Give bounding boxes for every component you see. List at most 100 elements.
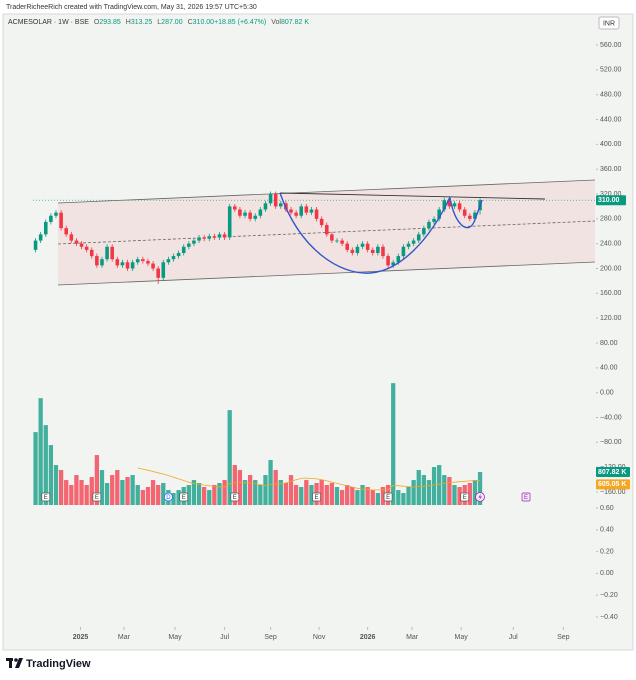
event-label: E bbox=[44, 495, 48, 501]
x-tick-label: May bbox=[455, 634, 469, 641]
candle-body bbox=[304, 206, 309, 213]
candle-body bbox=[146, 261, 150, 264]
candle-body bbox=[233, 206, 237, 210]
event-label: E bbox=[182, 495, 186, 501]
event-badge bbox=[230, 492, 240, 502]
candle-body bbox=[411, 240, 416, 244]
candle-body bbox=[253, 215, 258, 219]
candle-body bbox=[432, 218, 436, 222]
x-tick-label: Jul bbox=[220, 634, 229, 641]
volume-bar bbox=[207, 490, 212, 505]
x-tick-label: May bbox=[168, 634, 182, 641]
event-label: E bbox=[315, 495, 319, 501]
volume-bar bbox=[48, 445, 54, 505]
chart-frame bbox=[2, 13, 634, 651]
candle-body bbox=[43, 221, 48, 235]
x-tick-label: Nov bbox=[313, 634, 326, 641]
x-tick-label: Jul bbox=[509, 634, 518, 641]
volume-bar bbox=[258, 485, 263, 505]
candle-body bbox=[100, 259, 104, 266]
candle-body bbox=[427, 221, 431, 229]
candle-body bbox=[447, 200, 452, 207]
volume-bar bbox=[104, 483, 110, 505]
event-badge bbox=[460, 492, 470, 502]
brand-logo bbox=[6, 658, 23, 668]
candle-body bbox=[437, 209, 441, 219]
candle-body bbox=[115, 259, 120, 266]
y-tick-label: 560.00 bbox=[600, 42, 622, 49]
volume-bar bbox=[115, 470, 120, 505]
volume-bar bbox=[309, 485, 314, 505]
y-tick-label: −160.00 bbox=[600, 489, 626, 496]
volume-last-label: 807.82 K bbox=[598, 469, 626, 476]
handle-arc bbox=[449, 197, 483, 229]
candle-body bbox=[54, 212, 58, 216]
event-marker: E bbox=[312, 492, 321, 502]
candle-body bbox=[49, 215, 53, 222]
candle-body bbox=[238, 209, 242, 216]
volume-bar bbox=[406, 487, 411, 505]
event-badge bbox=[521, 492, 531, 502]
event-badge bbox=[383, 492, 393, 502]
event-badge bbox=[312, 492, 321, 502]
candle-body bbox=[156, 268, 160, 278]
candle-body bbox=[243, 212, 247, 216]
logo-slash bbox=[15, 658, 23, 668]
volume-bar bbox=[222, 480, 227, 505]
volume-bar bbox=[365, 487, 370, 505]
y-tick-label: 160.00 bbox=[600, 290, 622, 297]
candle-body bbox=[279, 203, 283, 207]
candle-body bbox=[340, 240, 344, 244]
candle-body bbox=[202, 237, 206, 239]
volume-bar bbox=[217, 483, 222, 505]
x-tick-label: Mar bbox=[118, 634, 131, 641]
volume-layer bbox=[33, 383, 483, 505]
volume-bar bbox=[232, 465, 237, 505]
volume-bar bbox=[421, 475, 426, 505]
volume-bar bbox=[411, 480, 416, 505]
volume-bar bbox=[140, 490, 145, 505]
candle-body bbox=[207, 236, 212, 239]
legend: ACMESOLAR · 1W · BSE O293.85 H313.25 L287.0… bbox=[8, 19, 309, 26]
candle-body bbox=[74, 240, 79, 244]
candle-body bbox=[381, 246, 385, 257]
candle-body bbox=[401, 246, 406, 257]
candle-body bbox=[125, 262, 130, 269]
candle-body bbox=[89, 249, 94, 257]
channel-lower bbox=[57, 261, 596, 286]
ma-last-box bbox=[596, 479, 630, 490]
volume-bar bbox=[156, 485, 161, 505]
volume-last-box bbox=[596, 467, 630, 478]
volume-bar bbox=[161, 483, 166, 505]
candle-body bbox=[462, 209, 467, 216]
candle-body bbox=[212, 236, 217, 238]
candle-body bbox=[468, 215, 472, 219]
event-label: E bbox=[524, 495, 528, 501]
volume-bar bbox=[69, 485, 74, 505]
y-tick-label: 520.00 bbox=[600, 67, 622, 74]
volume-ma-line bbox=[137, 467, 481, 491]
y-tick-label: 120.00 bbox=[600, 315, 622, 322]
candle-body bbox=[171, 256, 176, 260]
y-tick-label: 480.00 bbox=[600, 92, 622, 99]
candle-body bbox=[105, 246, 109, 260]
volume-bar bbox=[79, 480, 84, 505]
brand: TradingView bbox=[26, 658, 91, 670]
volume-bar bbox=[396, 490, 401, 505]
volume-bar bbox=[360, 485, 365, 505]
volume-bar bbox=[191, 480, 197, 505]
y-tick-label: 40.00 bbox=[600, 365, 618, 372]
candle-body bbox=[442, 200, 447, 210]
candle-body bbox=[141, 259, 145, 262]
volume-bar bbox=[38, 398, 43, 505]
candle-body bbox=[370, 249, 375, 253]
volume-bar bbox=[33, 432, 38, 505]
candle-body bbox=[151, 263, 155, 269]
volume-bar bbox=[319, 480, 324, 505]
volume-bar bbox=[145, 487, 151, 505]
candle-body bbox=[197, 237, 201, 241]
y-tick-label: 440.00 bbox=[600, 116, 622, 123]
volume-bar bbox=[380, 487, 386, 505]
volume-bar bbox=[324, 485, 329, 505]
